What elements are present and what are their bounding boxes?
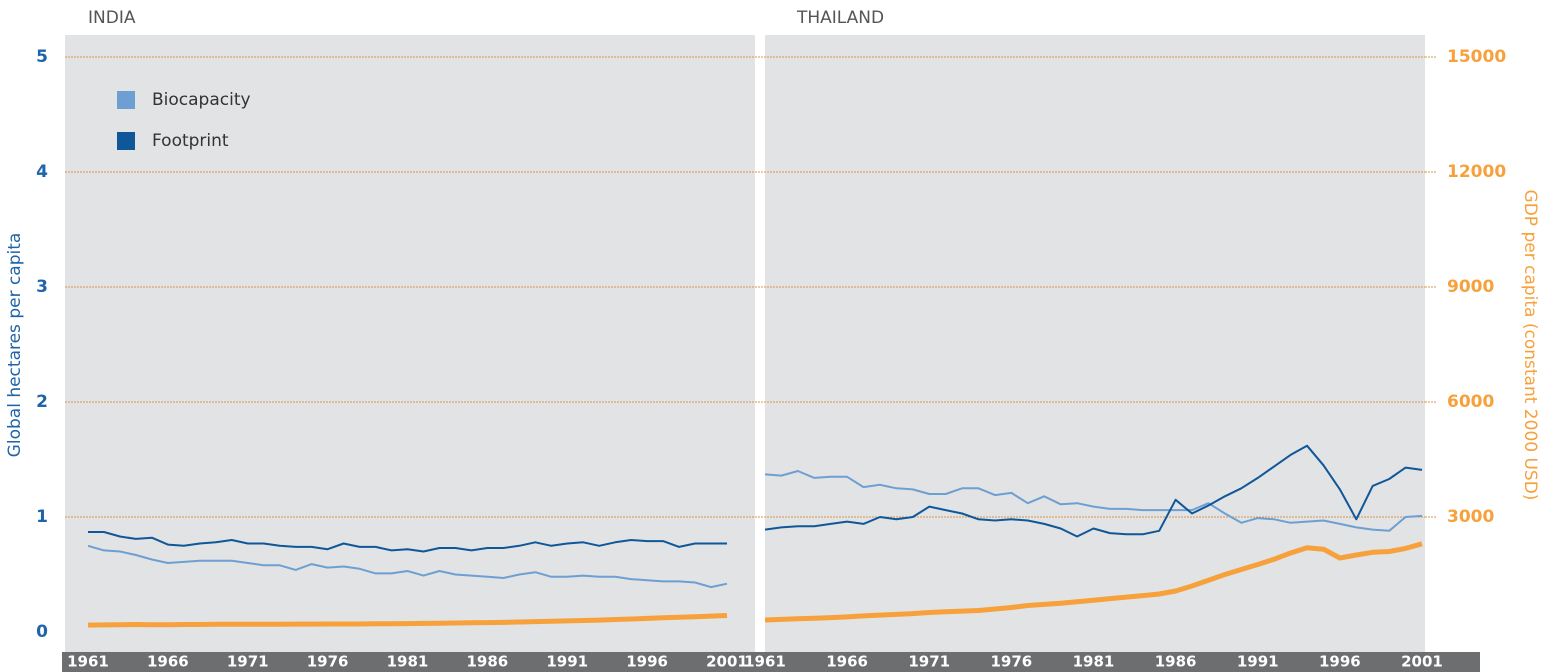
x-tick-label: 1966 bbox=[147, 653, 189, 671]
x-tick-label: 1996 bbox=[1319, 653, 1361, 671]
panel-title: THAILAND bbox=[796, 8, 884, 28]
y-axis-label: Global hectares per capita bbox=[5, 233, 25, 458]
x-tick-label: 1971 bbox=[908, 653, 950, 671]
panel-background bbox=[765, 35, 1425, 652]
legend-label: Footprint bbox=[152, 131, 229, 151]
y-tick-label: 3 bbox=[36, 277, 48, 297]
x-tick-label: 1961 bbox=[744, 653, 786, 671]
y2-tick-label: 15000 bbox=[1447, 47, 1506, 67]
y-tick-label: 5 bbox=[36, 47, 48, 67]
panel-background bbox=[65, 35, 755, 652]
y-tick-label: 1 bbox=[36, 507, 48, 527]
legend-swatch bbox=[117, 91, 135, 109]
x-tick-label: 1996 bbox=[626, 653, 668, 671]
series-line bbox=[764, 470, 1423, 532]
x-tick-label: 1966 bbox=[826, 653, 868, 671]
x-tick-label: 1991 bbox=[1237, 653, 1279, 671]
legend-label: Biocapacity bbox=[152, 90, 251, 110]
series-line bbox=[87, 613, 728, 628]
x-tick-label: 1976 bbox=[307, 653, 349, 671]
x-tick-label: 1961 bbox=[67, 653, 109, 671]
x-tick-label: 1986 bbox=[467, 653, 509, 671]
series-line bbox=[87, 544, 728, 589]
panel-title: INDIA bbox=[88, 8, 136, 28]
y2-tick-label: 9000 bbox=[1447, 277, 1494, 297]
y2-tick-label: 3000 bbox=[1447, 507, 1494, 527]
x-tick-label: 1981 bbox=[1073, 653, 1115, 671]
y2-axis-label: GDP per capita (constant 2000 USD) bbox=[1520, 190, 1540, 501]
legend-swatch bbox=[117, 132, 135, 150]
series-line bbox=[88, 531, 727, 553]
y-tick-label: 4 bbox=[36, 162, 48, 182]
x-tick-label: 2001 bbox=[1401, 653, 1443, 671]
y-tick-label: 0 bbox=[36, 622, 48, 642]
y2-tick-label: 12000 bbox=[1447, 162, 1506, 182]
x-tick-label: 2001 bbox=[706, 653, 748, 671]
x-tick-label: 1991 bbox=[546, 653, 588, 671]
y2-tick-label: 6000 bbox=[1447, 392, 1494, 412]
series-line bbox=[764, 444, 1423, 538]
x-tick-label: 1981 bbox=[387, 653, 429, 671]
x-tick-label: 1986 bbox=[1155, 653, 1197, 671]
x-axis-bar bbox=[62, 652, 1480, 672]
series-line bbox=[764, 541, 1423, 623]
x-tick-label: 1976 bbox=[991, 653, 1033, 671]
x-tick-label: 1971 bbox=[227, 653, 269, 671]
y-tick-label: 2 bbox=[36, 392, 48, 412]
